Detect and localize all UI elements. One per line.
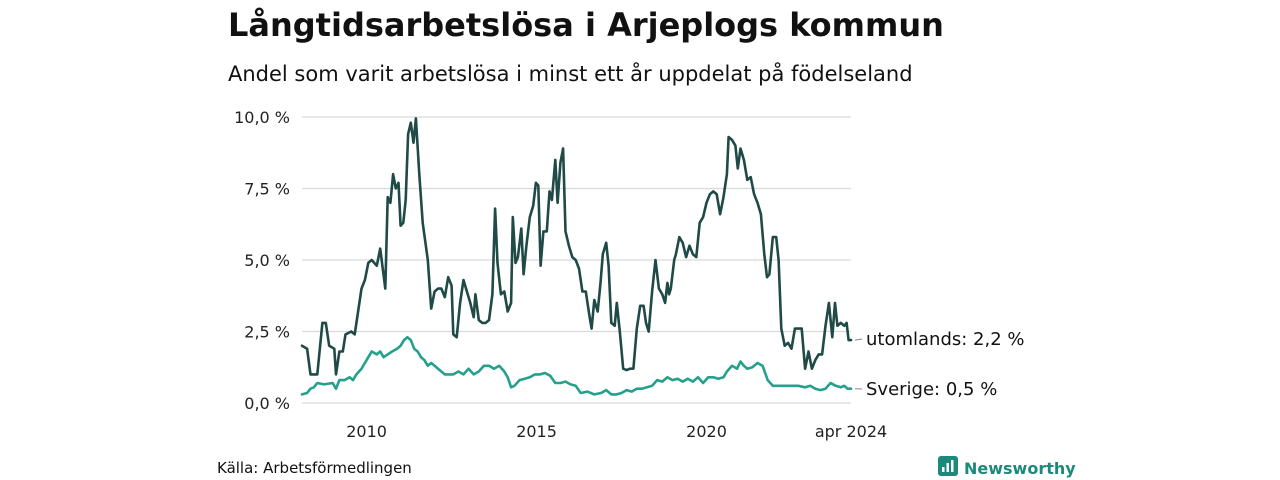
chart-title: Långtidsarbetslösa i Arjeplogs kommun: [228, 6, 944, 44]
chart-subtitle: Andel som varit arbetslösa i minst ett å…: [228, 62, 913, 86]
series-line-utomlands: [300, 117, 853, 376]
y-tick-label: 2,5 %: [244, 323, 290, 342]
end-label-sverige: Sverige: 0,5 %: [866, 379, 997, 400]
end-label-connector: [854, 338, 863, 341]
x-tick-label: 2020: [686, 422, 727, 441]
brand-name: Newsworthy: [964, 458, 1076, 478]
end-labels: utomlands: 2,2 % Sverige: 0,5 %: [854, 329, 1025, 400]
y-tick-label: 7,5 %: [244, 180, 290, 199]
y-axis-labels: 0,0 % 2,5 % 5,0 % 7,5 % 10,0 %: [234, 108, 290, 413]
x-axis-labels: 2010 2015 2020 apr 2024: [346, 422, 887, 441]
newsworthy-logo-icon: [938, 456, 958, 480]
y-tick-label: 10,0 %: [234, 108, 290, 127]
series-line-sverige: [300, 335, 853, 396]
x-tick-label: 2010: [346, 422, 387, 441]
brand-logo: Newsworthy: [938, 456, 1076, 480]
y-tick-label: 5,0 %: [244, 251, 290, 270]
source-note: Källa: Arbetsförmedlingen: [217, 459, 412, 477]
end-label-utomlands: utomlands: 2,2 %: [866, 329, 1025, 350]
x-tick-label: 2015: [516, 422, 557, 441]
y-tick-label: 0,0 %: [244, 394, 290, 413]
x-tick-label: apr 2024: [815, 422, 887, 441]
series-lines: [300, 117, 853, 396]
